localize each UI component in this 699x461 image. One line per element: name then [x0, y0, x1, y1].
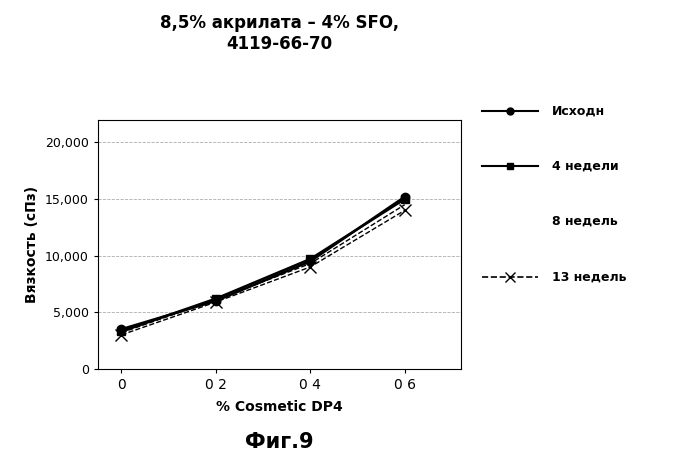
Text: 8,5% акрилата – 4% SFO,
4119-66-70: 8,5% акрилата – 4% SFO, 4119-66-70: [160, 14, 399, 53]
Text: 4 недели: 4 недели: [552, 160, 619, 172]
Text: 13 недель: 13 недель: [552, 270, 627, 283]
Y-axis label: Вязкость (сПз): Вязкость (сПз): [25, 186, 39, 303]
X-axis label: % Cosmetic DP4: % Cosmetic DP4: [216, 400, 343, 414]
Text: Фиг.9: Фиг.9: [245, 432, 314, 452]
Text: 8 недель: 8 недель: [552, 215, 618, 228]
Text: Исходн: Исходн: [552, 104, 605, 117]
